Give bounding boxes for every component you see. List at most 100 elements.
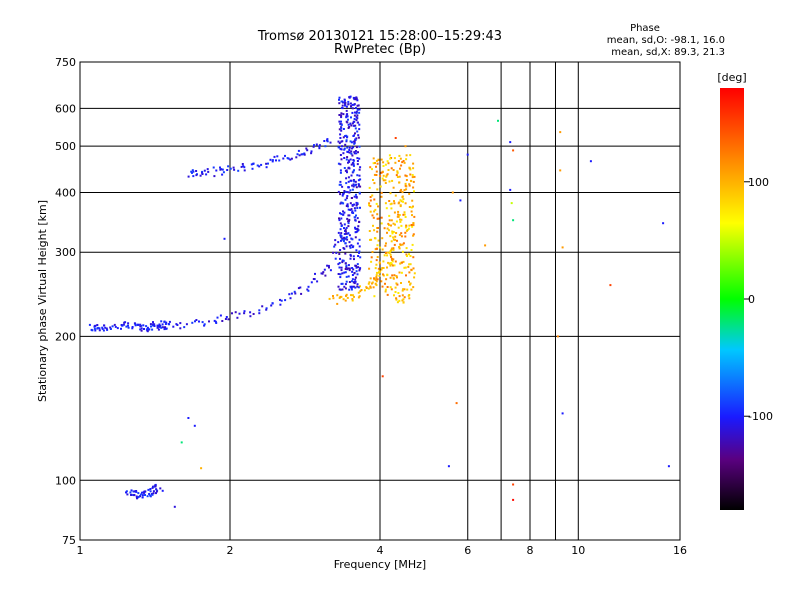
- spread-point: [404, 216, 407, 218]
- spread-point: [345, 197, 348, 200]
- spread-point: [356, 104, 359, 107]
- spread-point: [375, 174, 378, 176]
- spread-point: [384, 244, 387, 247]
- spread-point: [345, 139, 348, 142]
- spread-point: [351, 147, 353, 150]
- trace-point: [348, 191, 351, 194]
- spread-point: [389, 262, 392, 264]
- trace-point: [153, 325, 156, 327]
- trace-point: [299, 286, 302, 289]
- trace-point: [139, 493, 142, 496]
- spread-point: [401, 250, 404, 253]
- spread-point: [354, 184, 356, 187]
- trace-point: [258, 312, 261, 315]
- scatter-point: [173, 505, 176, 508]
- trace-point: [213, 319, 216, 322]
- spread-point: [342, 152, 345, 155]
- trace-point: [152, 485, 154, 488]
- spread-point: [401, 294, 404, 297]
- spread-point: [344, 102, 346, 105]
- trace-point: [96, 324, 99, 326]
- trace-point: [333, 245, 336, 248]
- spread-point: [358, 269, 361, 272]
- trace-point: [326, 264, 329, 267]
- spread-point: [348, 96, 351, 99]
- trace-point: [130, 493, 132, 496]
- spread-point: [406, 255, 408, 257]
- trace-point: [102, 329, 105, 332]
- spread-point: [403, 288, 406, 291]
- spread-point: [345, 266, 348, 268]
- spread-point: [343, 148, 346, 151]
- spread-point: [352, 255, 355, 258]
- spread-point: [353, 118, 356, 120]
- spread-point: [344, 252, 347, 255]
- spread-point: [348, 267, 351, 270]
- spread-point: [356, 230, 359, 233]
- trace-point: [294, 292, 297, 295]
- spread-point: [369, 196, 372, 198]
- spread-point: [376, 256, 379, 258]
- trace-point: [284, 299, 287, 302]
- spread-point: [345, 109, 348, 112]
- trace-point: [357, 291, 360, 294]
- spread-point: [408, 253, 410, 256]
- spread-point: [400, 224, 403, 227]
- trace-point: [199, 174, 202, 177]
- spread-point: [401, 299, 404, 302]
- spread-point: [340, 116, 343, 119]
- spread-point: [357, 151, 359, 154]
- trace-point: [392, 236, 395, 239]
- spread-point: [411, 176, 414, 179]
- spread-point: [393, 243, 396, 246]
- trace-point: [334, 239, 337, 242]
- trace-point: [125, 491, 127, 494]
- spread-point: [413, 190, 415, 193]
- trace-point: [334, 243, 337, 246]
- spread-point: [390, 167, 393, 170]
- spread-point: [340, 239, 342, 242]
- trace-point: [300, 153, 303, 156]
- spread-point: [359, 256, 362, 259]
- phase-heading: Phase: [630, 23, 660, 34]
- spread-point: [353, 134, 355, 137]
- spread-point: [353, 281, 356, 283]
- trace-point: [347, 161, 349, 164]
- spread-point: [408, 280, 410, 283]
- spread-point: [355, 119, 358, 122]
- spread-point: [349, 246, 352, 249]
- trace-point: [104, 326, 107, 329]
- trace-point: [93, 327, 96, 330]
- spread-point: [379, 175, 382, 177]
- trace-point: [232, 166, 235, 169]
- trace-point: [271, 160, 274, 163]
- spread-point: [398, 175, 401, 178]
- spread-point: [348, 241, 351, 244]
- spread-point: [344, 230, 347, 233]
- trace-point: [332, 251, 335, 254]
- spread-point: [402, 213, 405, 216]
- spread-point: [347, 118, 349, 121]
- trace-point: [290, 292, 293, 295]
- trace-point: [149, 488, 152, 490]
- trace-point: [94, 324, 97, 327]
- data-points: [88, 95, 670, 508]
- spread-point: [350, 179, 353, 182]
- spread-point: [381, 237, 384, 240]
- scatter-point: [509, 141, 512, 144]
- spread-point: [409, 154, 412, 157]
- spread-point: [338, 288, 341, 291]
- spread-point: [347, 225, 350, 228]
- spread-point: [392, 186, 395, 189]
- spread-point: [343, 236, 346, 239]
- y-tick-label: 600: [55, 102, 76, 115]
- spread-point: [368, 202, 371, 205]
- trace-point: [394, 235, 397, 238]
- trace-point: [265, 307, 268, 310]
- spread-point: [343, 157, 346, 159]
- trace-point: [405, 188, 408, 191]
- trace-point: [88, 323, 91, 326]
- spread-point: [340, 100, 343, 103]
- y-tick-label: 500: [55, 140, 76, 153]
- trace-point: [98, 329, 101, 332]
